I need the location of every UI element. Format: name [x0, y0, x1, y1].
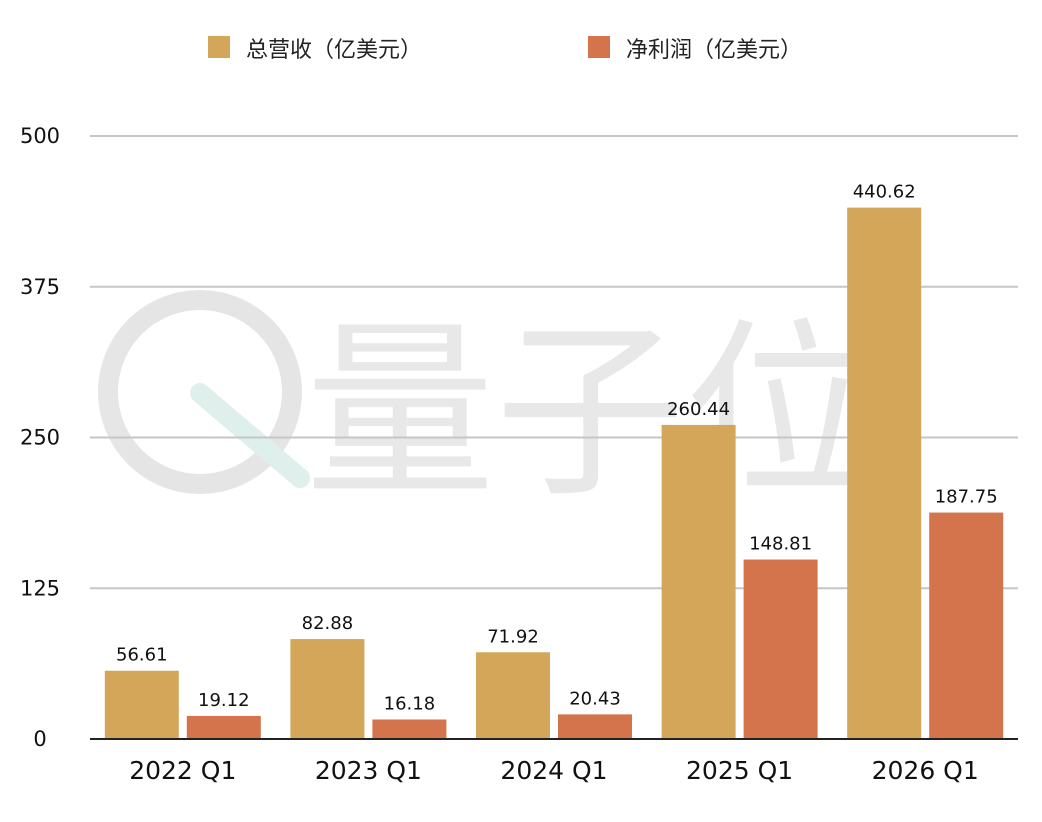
value-label-revenue-2022: 56.61: [116, 645, 168, 666]
bar-profit-2024: [558, 714, 632, 739]
value-label-revenue-2024: 71.92: [487, 626, 539, 647]
bar-revenue-2026: [847, 207, 922, 739]
value-label-revenue-2023: 82.88: [302, 613, 354, 634]
value-label-profit-2026: 187.75: [935, 487, 998, 508]
y-tick-125: 125: [20, 576, 60, 600]
bars: [104, 207, 1004, 739]
bar-revenue-2023: [290, 639, 365, 739]
x-tick-2023-q1: 2023 Q1: [315, 756, 422, 785]
y-tick-500: 500: [20, 124, 60, 148]
value-label-profit-2024: 20.43: [569, 688, 621, 709]
bar-profit-2023: [372, 719, 447, 739]
bar-revenue-2024: [476, 652, 550, 739]
watermark-logo: 量子位: [98, 290, 875, 523]
value-label-profit-2025: 148.81: [749, 534, 812, 555]
y-axis-ticks: 0 125 250 375 500: [20, 124, 60, 751]
value-labels: 56.61 82.88 71.92 260.44 440.62 19.12 16…: [116, 182, 998, 715]
x-tick-2024-q1: 2024 Q1: [500, 756, 607, 785]
legend-swatch-profit: [588, 36, 610, 58]
y-tick-0: 0: [33, 727, 46, 751]
legend: 总营收（亿美元） 净利润（亿美元）: [208, 36, 802, 63]
legend-label-revenue: 总营收（亿美元）: [246, 38, 422, 63]
y-tick-250: 250: [20, 426, 60, 450]
bar-profit-2026: [929, 512, 1004, 739]
watermark-text: 量子位: [305, 302, 875, 523]
value-label-profit-2023: 16.18: [384, 693, 436, 714]
bar-profit-2025: [743, 559, 818, 739]
legend-swatch-revenue: [208, 36, 230, 58]
x-tick-2026-q1: 2026 Q1: [872, 756, 979, 785]
bar-revenue-2025: [661, 424, 736, 739]
bar-profit-2022: [186, 715, 261, 739]
x-tick-2025-q1: 2025 Q1: [686, 756, 793, 785]
value-label-profit-2022: 19.12: [198, 690, 250, 711]
value-label-revenue-2025: 260.44: [667, 399, 730, 420]
bar-revenue-2022: [104, 670, 179, 739]
x-axis-ticks: 2022 Q1 2023 Q1 2024 Q1 2025 Q1 2026 Q1: [129, 756, 979, 785]
legend-label-profit: 净利润（亿美元）: [626, 38, 802, 63]
y-tick-375: 375: [20, 275, 60, 299]
x-tick-2022-q1: 2022 Q1: [129, 756, 236, 785]
value-label-revenue-2026: 440.62: [853, 182, 916, 203]
